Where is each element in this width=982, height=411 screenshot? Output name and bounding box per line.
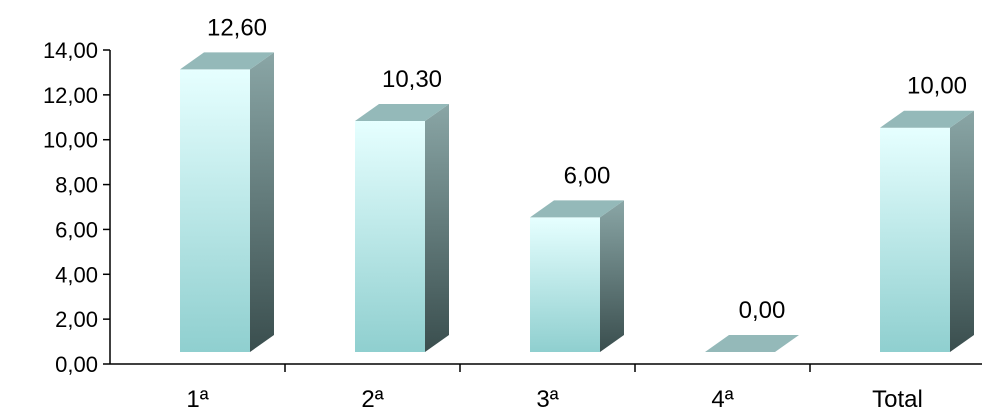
bar-front [530,217,600,352]
data-label: 12,60 [207,14,267,41]
bar [530,200,624,352]
bar-front [880,127,950,352]
category-labels: 1ª 2ª 3ª 4ª Total [186,386,922,411]
data-label: 6,00 [564,162,611,189]
bar-top [355,103,449,121]
y-tick-label: 0,00 [55,352,98,377]
y-tick-label: 6,00 [55,217,98,242]
y-tick-label: 12,00 [43,83,98,108]
y-tick-label: 14,00 [43,38,98,63]
bar-top [705,335,799,352]
bar-front [355,120,425,352]
bar-front [180,69,250,353]
y-tick-label: 8,00 [55,173,98,198]
data-label: 10,30 [382,66,442,93]
bar [880,110,974,352]
bar-top [880,110,974,128]
bar-side [250,52,274,353]
x-category-label: 2ª [361,386,383,411]
bar-side [600,200,624,352]
data-label: 10,00 [907,73,967,100]
data-labels: 12,60 10,30 6,00 0,00 10,00 [207,14,967,324]
bar [355,103,449,352]
bars [180,52,974,353]
y-tick-label: 2,00 [55,307,98,332]
bar [180,52,274,353]
bar-top [530,200,624,218]
x-category-label: 1ª [186,386,208,411]
x-category-label: 3ª [536,386,558,411]
x-category-label: 4ª [711,386,733,411]
bar [705,335,799,352]
data-label: 0,00 [739,297,786,324]
x-category-label: Total [872,386,923,411]
y-tick-label: 4,00 [55,262,98,287]
y-tick-label: 10,00 [43,128,98,153]
bar-side [425,103,449,352]
x-axis-ticks [284,364,811,372]
y-axis-ticks: 0,00 2,00 4,00 6,00 8,00 10,00 12,00 14,00 [43,38,110,377]
bar-top [180,52,274,70]
bar-side [950,110,974,352]
